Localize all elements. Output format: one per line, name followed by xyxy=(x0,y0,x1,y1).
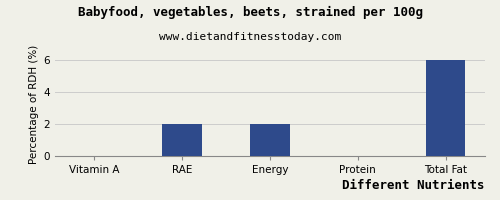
Text: www.dietandfitnesstoday.com: www.dietandfitnesstoday.com xyxy=(159,32,341,42)
Text: Different Nutrients: Different Nutrients xyxy=(342,179,485,192)
Bar xyxy=(162,124,202,156)
Text: Babyfood, vegetables, beets, strained per 100g: Babyfood, vegetables, beets, strained pe… xyxy=(78,6,422,19)
Y-axis label: Percentage of RDH (%): Percentage of RDH (%) xyxy=(30,44,40,164)
Bar xyxy=(250,124,290,156)
Bar xyxy=(426,60,466,156)
